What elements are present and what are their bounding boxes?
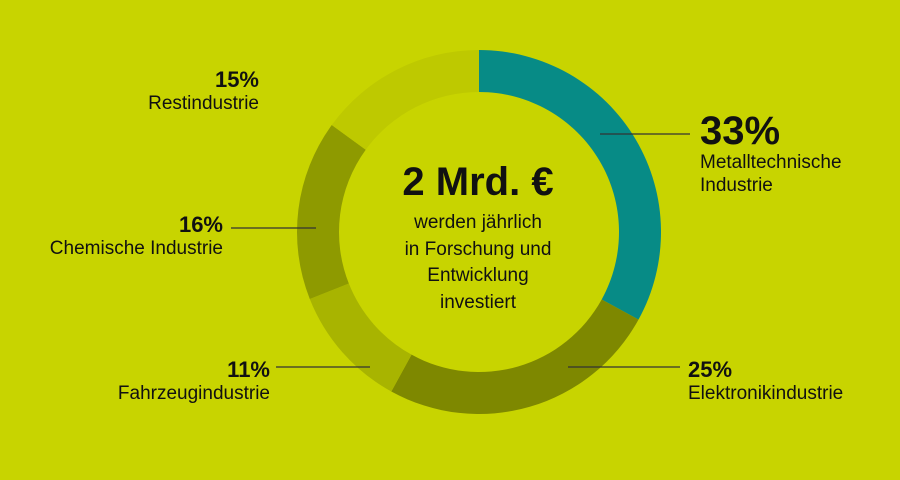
- center-line-4: investiert: [439, 291, 517, 313]
- center-headline: 2 Mrd. €: [402, 160, 554, 204]
- pct-fahrzeug: 11%: [227, 357, 270, 382]
- name-chemie: Chemische Industrie: [49, 238, 223, 260]
- pct-chemie: 16%: [178, 212, 223, 237]
- center-line-2: in Forschung und: [404, 238, 552, 260]
- slice-rest: [331, 49, 479, 150]
- slice-elektronik: [391, 299, 639, 414]
- pct-rest: 15%: [214, 67, 259, 92]
- name-rest: Restindustrie: [148, 93, 259, 115]
- name-metall-1: Metalltechnische: [700, 152, 842, 173]
- slice-metall: [479, 50, 661, 320]
- pct-elektronik: 25%: [688, 357, 733, 382]
- center-line-1: werden jährlich: [414, 212, 542, 233]
- name-elektronik: Elektronikindustrie: [688, 383, 844, 405]
- name-metall-2: Industrie: [700, 174, 773, 196]
- label-chemie: 16% Chemische Industrie: [50, 212, 223, 261]
- slice-chemie: [297, 125, 366, 299]
- label-metall: 33% Metalltechnische Industrie: [700, 110, 842, 198]
- name-fahrzeug: Fahrzeugindustrie: [117, 383, 270, 405]
- label-fahrzeug: 11% Fahrzeugindustrie: [118, 357, 270, 406]
- label-rest: 15% Restindustrie: [148, 67, 259, 116]
- pct-metall: 33%: [700, 109, 781, 153]
- slice-fahrzeug: [309, 283, 412, 392]
- label-elektronik: 25% Elektronikindustrie: [688, 357, 843, 406]
- center-text: 2 Mrd. € werden jährlich in Forschung un…: [340, 160, 616, 316]
- center-line-3: Entwicklung: [427, 265, 529, 287]
